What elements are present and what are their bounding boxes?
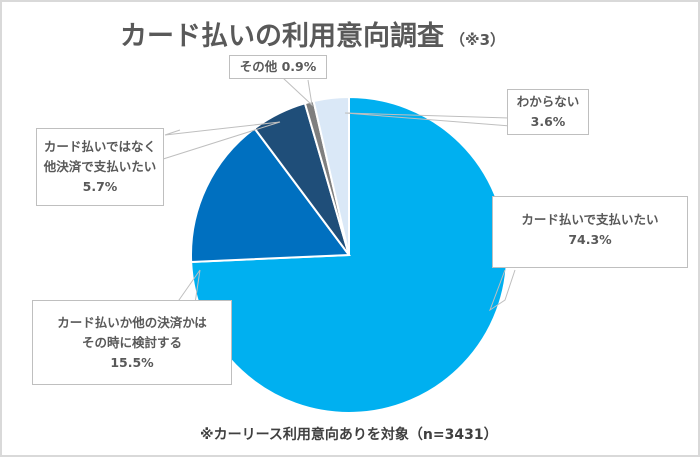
label-value: 5.7% [82,179,118,194]
label-pay-by-card: カード払いで支払いたい 74.3% [492,196,688,268]
label-unknown: わからない 3.6% [507,89,589,135]
title-note: （※3） [450,31,506,49]
label-text: 他決済で支払いたい [43,159,157,174]
chart-title: カード払いの利用意向調査 （※3） [120,14,505,53]
label-text: その時に検討する [81,335,182,350]
label-value: 3.6% [530,114,566,129]
pie-slice [312,95,350,256]
pie-slice [190,126,351,263]
leader-other [282,77,313,107]
pie-slices [190,95,508,414]
label-other: その他 0.9% [229,55,327,79]
label-text: その他 [239,59,278,74]
leader-unknown [344,112,511,127]
label-value: 74.3% [568,232,612,247]
label-text: カード払いではなく [43,139,157,154]
label-decide-later: カード払いか他の決済かは その時に検討する 15.5% [32,300,232,385]
label-other-method: カード払いではなく 他決済で支払いたい 5.7% [36,128,164,206]
leader-pay-by-card [488,269,516,312]
label-text: わからない [516,94,580,109]
label-value: 15.5% [110,355,154,370]
footnote: ※カーリース利用意向ありを対象（n=3431） [200,427,498,443]
title-text: カード払いの利用意向調査 [120,21,444,52]
leader-other-method [159,121,281,161]
label-value: 0.9% [281,59,317,74]
label-text: カード払いで支払いたい [521,212,659,227]
label-text: カード払いか他の決済かは [57,315,207,330]
